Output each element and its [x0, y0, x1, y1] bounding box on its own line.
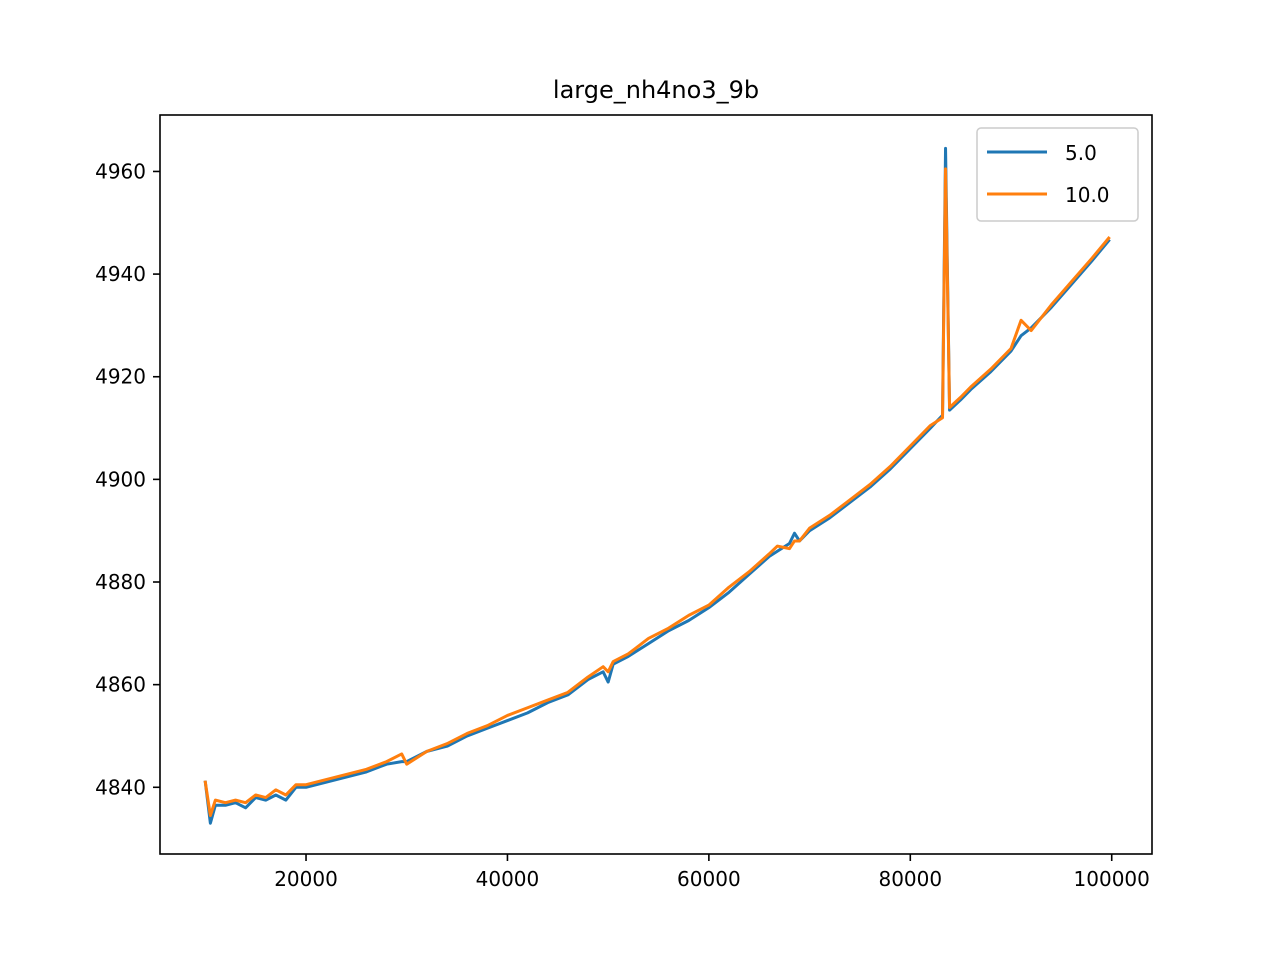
y-tick-label: 4940 [95, 262, 146, 286]
legend-label-10-0: 10.0 [1065, 183, 1110, 207]
x-tick-label: 100000 [1074, 867, 1150, 891]
y-tick-label: 4840 [95, 775, 146, 799]
x-tick-label: 60000 [677, 867, 741, 891]
x-tick-label: 40000 [476, 867, 540, 891]
y-tick-label: 4920 [95, 365, 146, 389]
legend-label-5-0: 5.0 [1065, 141, 1097, 165]
y-tick-label: 4860 [95, 673, 146, 697]
chart-title: large_nh4no3_9b [553, 76, 759, 104]
legend-box [977, 128, 1138, 221]
x-tick-label: 20000 [274, 867, 338, 891]
x-tick-label: 80000 [878, 867, 942, 891]
y-tick-label: 4900 [95, 467, 146, 491]
legend: 5.0 10.0 [977, 128, 1138, 221]
y-tick-label: 4880 [95, 570, 146, 594]
y-tick-label: 4960 [95, 159, 146, 183]
